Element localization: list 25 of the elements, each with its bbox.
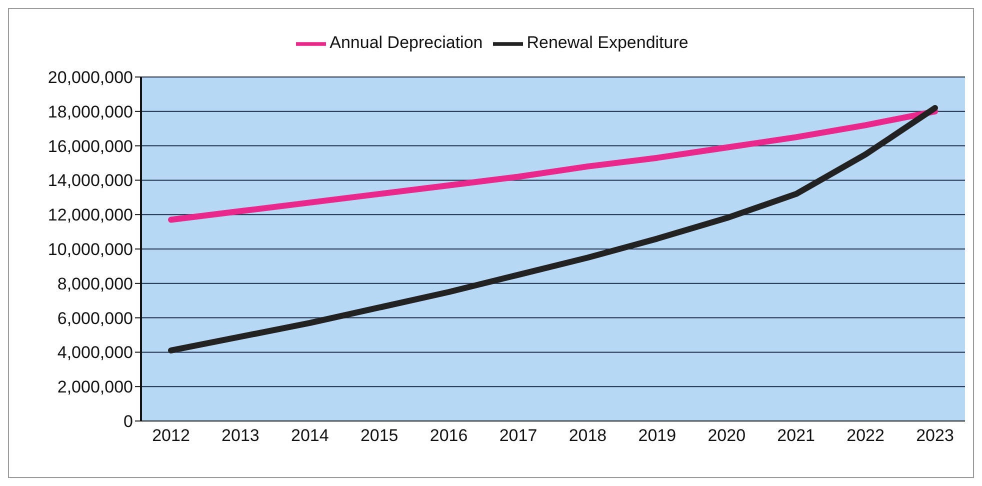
- y-tick-label: 2,000,000: [57, 378, 133, 397]
- x-tick-label: 2021: [777, 426, 816, 446]
- y-tick-label: 0: [124, 412, 133, 432]
- y-tick-label: 12,000,000: [48, 206, 133, 225]
- x-tick-label: 2014: [290, 426, 329, 446]
- y-tick-label: 18,000,000: [48, 102, 133, 122]
- x-tick-label: 2018: [568, 426, 607, 446]
- x-tick-label: 2019: [638, 426, 676, 446]
- y-tick-label: 10,000,000: [48, 240, 133, 260]
- legend-label: Annual Depreciation: [330, 33, 483, 52]
- x-tick-label: 2015: [360, 426, 398, 446]
- y-tick-label: 6,000,000: [57, 308, 133, 328]
- x-tick-label: 2016: [430, 426, 468, 446]
- x-tick-label: 2022: [846, 426, 884, 446]
- x-tick-label: 2013: [222, 426, 260, 446]
- x-tick-label: 2017: [499, 426, 538, 446]
- x-tick-label: 2012: [152, 426, 190, 446]
- y-tick-label: 20,000,000: [48, 68, 133, 88]
- y-tick-label: 8,000,000: [57, 274, 133, 294]
- y-tick-label: 14,000,000: [48, 171, 133, 190]
- y-tick-label: 16,000,000: [48, 136, 133, 156]
- legend-label: Renewal Expenditure: [526, 33, 688, 52]
- x-tick-label: 2023: [916, 426, 954, 446]
- x-tick-label: 2020: [708, 426, 746, 446]
- y-tick-label: 4,000,000: [57, 343, 133, 362]
